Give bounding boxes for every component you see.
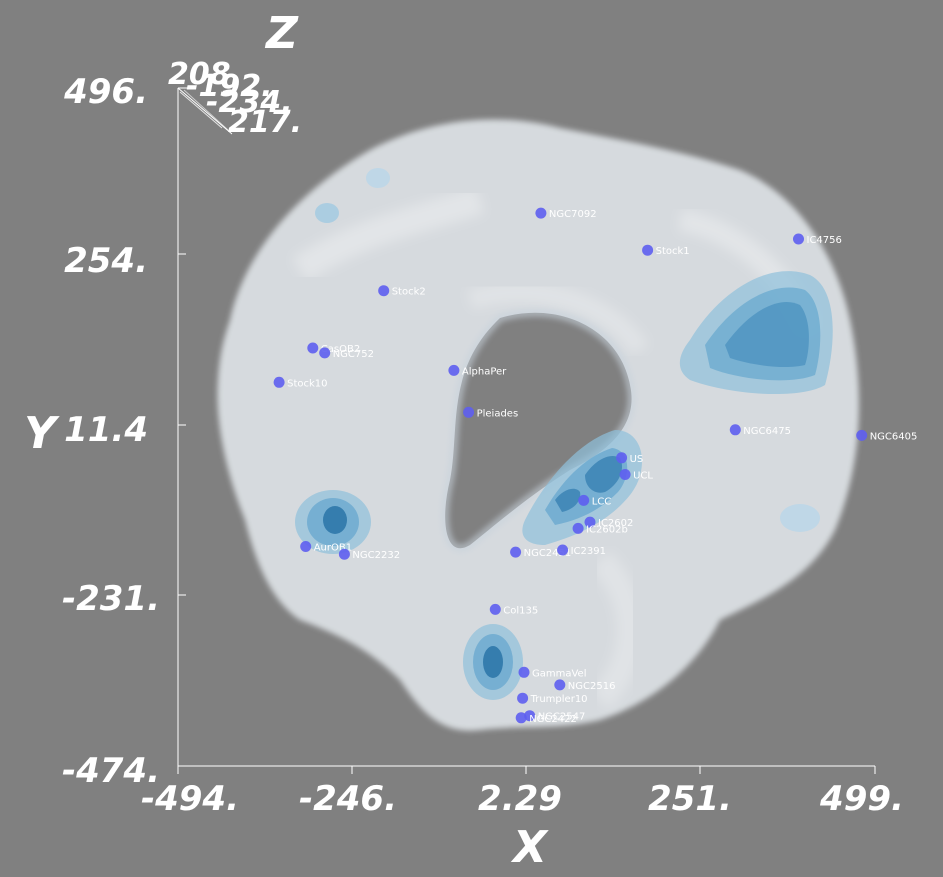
cluster-point-label-1: Stock1: [656, 246, 690, 257]
x-tick-label-2: 2.29: [478, 779, 562, 819]
cluster-point-label-22: NGC2516: [568, 681, 616, 692]
cluster-point-label-5: NGC6405: [870, 431, 918, 442]
cluster-point-label-23: Trumpler10: [530, 694, 588, 705]
x-tick-label-4: 499.: [819, 779, 904, 819]
cluster-point-label-24: NGC2547: [538, 712, 586, 723]
y-tick-label-2: 11.4: [64, 410, 148, 450]
z-tick-label-2: -234.: [206, 85, 292, 120]
cluster-point-8[interactable]: [273, 376, 285, 388]
cluster-point-22[interactable]: [554, 679, 566, 691]
cluster-point-label-17: IC2602b: [586, 524, 628, 535]
cluster-point-6[interactable]: [448, 364, 460, 376]
cluster-point-label-14: NGC2451: [524, 548, 572, 559]
cluster-point-14[interactable]: [510, 546, 522, 558]
cluster-point-label-4: NGC6475: [743, 426, 791, 437]
axes: -494. -246. 2.29 251. 499. -474. -231. 1…: [24, 8, 904, 873]
cluster-point-1[interactable]: [642, 244, 654, 256]
cluster-point-12[interactable]: [338, 548, 350, 560]
x-tick-label-0: -494.: [141, 779, 239, 819]
cluster-point-23[interactable]: [517, 692, 529, 704]
cluster-point-11[interactable]: [300, 541, 312, 552]
cluster-point-label-13: Col135: [503, 605, 538, 616]
cluster-point-label-7: Pleiades: [477, 408, 519, 419]
cluster-point-3[interactable]: [378, 285, 390, 297]
z-tick-label-0: 208.: [168, 57, 242, 92]
z-tick-label-3: 217.: [228, 105, 302, 140]
cluster-point-label-21: GammaVel: [532, 668, 586, 679]
cluster-point-label-12: NGC2232: [352, 550, 400, 561]
cluster-point-label-18: LCC: [592, 496, 612, 507]
cluster-point-24[interactable]: [524, 710, 536, 722]
z-axis-title: Z: [264, 8, 299, 59]
cluster-point-15[interactable]: [557, 544, 569, 556]
y-tick-label-0: -474.: [62, 751, 160, 791]
y-tick-label-1: -231.: [62, 579, 160, 619]
x-tick-label-1: -246.: [299, 779, 397, 819]
x-axis-title: X: [510, 822, 549, 873]
cluster-point-label-9: CasOB2: [321, 344, 360, 355]
y-axis-title: Y: [24, 408, 60, 459]
cluster-point-13[interactable]: [489, 603, 501, 615]
cluster-point-5[interactable]: [856, 429, 868, 441]
y-tick-label-3: 254.: [64, 241, 148, 281]
cluster-point-label-8: Stock10: [287, 378, 327, 389]
density-volume: [217, 119, 859, 731]
cluster-point-4[interactable]: [729, 424, 741, 436]
cluster-point-20[interactable]: [619, 469, 631, 480]
cluster-point-16[interactable]: [584, 516, 596, 528]
cluster-points: NGC7092 Stock1 IC4756 Stock2 NGC6475 NGC6405 A…: [273, 207, 918, 725]
cluster-point-0[interactable]: [535, 207, 547, 219]
x-tick-label-3: 251.: [648, 779, 732, 819]
z-axis-line: [177, 87, 233, 135]
cluster-point-label-2: IC4756: [807, 235, 842, 246]
cluster-point-10[interactable]: [319, 347, 331, 359]
y-tick-label-4: 496.: [63, 72, 148, 112]
cluster-point-21[interactable]: [518, 666, 530, 678]
cluster-point-label-3: Stock2: [392, 287, 426, 298]
cluster-point-label-25: NGC2422: [529, 714, 577, 725]
cluster-point-label-10: NGC752: [333, 349, 374, 360]
cluster-point-label-20: UCL: [633, 471, 653, 482]
cluster-point-label-11: AurOB1: [314, 543, 352, 554]
z-tick-label-1: -192.: [186, 69, 272, 104]
x-ticks: -494. -246. 2.29 251. 499.: [141, 766, 904, 819]
cluster-point-label-19: US: [630, 454, 644, 465]
cluster-point-label-16: IC2602: [598, 518, 633, 529]
cluster-point-7[interactable]: [463, 406, 475, 418]
cluster-point-18[interactable]: [578, 494, 590, 506]
cluster-point-19[interactable]: [616, 452, 628, 464]
cluster-point-label-6: AlphaPer: [462, 366, 507, 377]
cluster-point-2[interactable]: [793, 233, 804, 245]
y-ticks: -474. -231. 11.4 254. 496.: [62, 72, 186, 791]
cluster-point-17[interactable]: [572, 522, 584, 534]
cluster-point-25[interactable]: [515, 712, 527, 724]
cluster-point-label-15: IC2391: [571, 546, 606, 557]
z-ticks: 208. -192. -234. 217.: [168, 57, 302, 140]
cluster-point-label-0: NGC7092: [549, 209, 597, 220]
cluster-point-9[interactable]: [307, 342, 319, 354]
